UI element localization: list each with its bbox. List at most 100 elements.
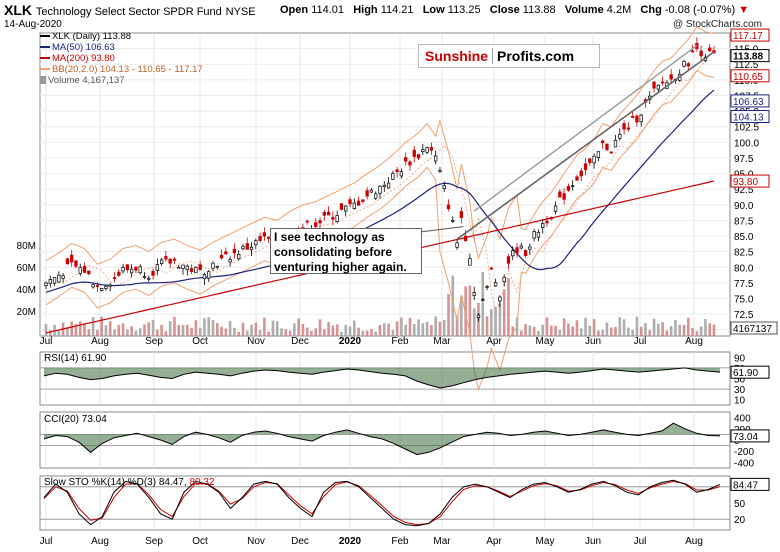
volume-bar [87,329,91,336]
volume-bar [164,331,168,336]
volume-bar [669,325,673,336]
x-tick-label: Oct [192,336,208,347]
candle-body [57,274,61,283]
volume-bar [357,327,360,336]
candle-body [536,231,541,238]
volume-bar [250,324,253,336]
candle-body [356,200,361,206]
ticker-title: XLK Technology Select Sector SPDR Fund N… [4,2,256,18]
volume-bar [592,319,596,336]
candle-body [451,219,455,222]
candle-body [622,123,626,130]
x-tick-label: Nov [247,336,265,347]
candle-body [177,266,181,269]
candle-body [129,268,134,274]
volume-bar [156,329,159,336]
candle-body [558,191,562,198]
bb-upper-line [45,26,715,265]
candle-body [639,114,643,123]
volume-bar [134,330,138,336]
cci-tick-label: -400 [734,458,754,469]
volume-bar [579,328,583,336]
candle-body [369,189,374,193]
volume-bar [618,317,622,336]
volume-bar [532,326,536,336]
candle-body [541,223,545,229]
volume-bar [652,318,656,336]
candle-body [613,140,618,148]
candle-body [339,203,344,210]
candle-body [652,81,656,89]
candle-body [391,173,395,180]
volume-bar [194,320,198,336]
price-tag-text: 113.88 [733,52,763,63]
volume-bar [682,324,686,336]
volume-bar [644,323,647,336]
rsi-fill [44,367,720,388]
candle-body [125,264,130,271]
volume-bar [66,327,69,336]
x-tick-label: Sep [145,536,163,547]
volume-bar [78,321,82,336]
high-label: High [353,4,378,16]
candle-body [91,284,95,288]
fund-name: Technology Select Sector SPDR Fund [35,6,222,18]
volume-bar [571,326,574,336]
price-tick-label: 102.5 [734,123,759,134]
ma50-line [45,89,715,293]
candle-body [660,81,665,84]
candle-body [211,262,215,269]
volume-tag-text: 4167137 [733,324,772,335]
candle-body [241,246,245,250]
rsi-tick-label: 50 [734,375,746,386]
volume-bar [395,321,399,336]
volume-bar [353,320,356,336]
candle-body [416,154,421,159]
sto-d-label: 80.32 [189,477,215,488]
candle-body [189,268,194,272]
volume-bar [327,322,330,336]
volume-bar [537,331,540,336]
credit-text: @ StockCharts.com [672,19,762,30]
candle-body [104,285,108,289]
volume-bar [91,316,95,336]
x-tick-label: Nov [247,536,265,547]
volume-bar [173,316,176,336]
brand-logo: Sunshine Profits.com [418,44,600,68]
volume-bar [605,322,609,336]
legend-bb-text: BB(20,2.0) 104.13 - 110.65 - 117.17 [52,64,203,75]
candle-body [159,259,164,264]
candle-body [412,149,416,157]
volume-bar [622,319,626,336]
volume-bar [481,271,485,336]
candle-body [258,235,262,242]
candle-body [571,185,575,188]
volume-bar [400,317,403,336]
cci-tick-label: -200 [734,447,754,458]
price-tick-label: 112.5 [734,60,759,71]
candle-body [502,276,506,283]
candle-body [395,169,399,173]
brand-part1: Sunshine [419,48,494,64]
candle-body [605,143,609,151]
volume-bar [113,329,116,336]
volume-bar [674,319,677,336]
candle-body [164,256,168,260]
candle-body [374,193,378,199]
candle-body [635,115,639,123]
rsi-tick-label: 10 [734,396,746,407]
candle-body [463,235,468,242]
close-value: 113.88 [522,4,556,16]
candle-body [575,176,579,181]
down-arrow-icon: ▼ [738,4,750,16]
sto-tick-label: 20 [734,515,746,526]
volume-bar [361,330,365,336]
price-tick-label: 75.0 [734,295,754,306]
rsi-value-tag [730,365,770,379]
volume-bar [297,318,300,336]
candle-body [489,267,493,270]
volume-bar [233,327,236,336]
legend-price: XLK (Daily) 113.88 [40,31,131,42]
x-tick-label: Feb [391,336,409,347]
volume-bar [412,324,416,336]
